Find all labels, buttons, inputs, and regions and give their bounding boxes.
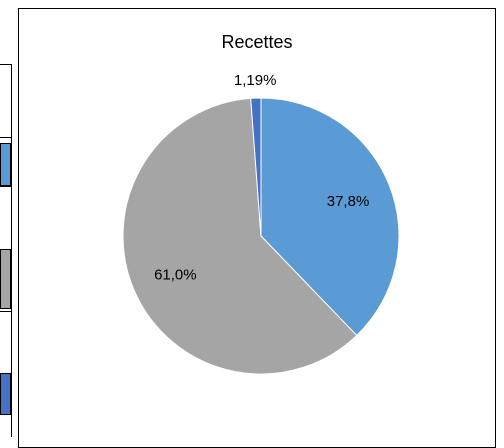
legend-row-divider bbox=[0, 185, 11, 186]
legend-table-fragment bbox=[0, 64, 12, 437]
legend-swatch-1 bbox=[0, 143, 11, 187]
pie-slice-3 bbox=[250, 97, 262, 237]
legend-swatch-3 bbox=[0, 373, 11, 415]
chart-title: Recettes bbox=[221, 32, 293, 52]
slice-label-2: 61,0% bbox=[154, 266, 197, 283]
legend-swatch-2 bbox=[0, 249, 11, 309]
pie-slice-2 bbox=[122, 97, 358, 375]
slice-label-3: 1,19% bbox=[234, 72, 277, 89]
pie-chart: 37,8% 61,0% 1,19% bbox=[122, 72, 400, 375]
legend-row-divider bbox=[0, 311, 11, 312]
legend-row-divider bbox=[0, 137, 11, 138]
slice-label-1: 37,8% bbox=[327, 193, 370, 210]
pie-slice-1 bbox=[260, 97, 400, 337]
